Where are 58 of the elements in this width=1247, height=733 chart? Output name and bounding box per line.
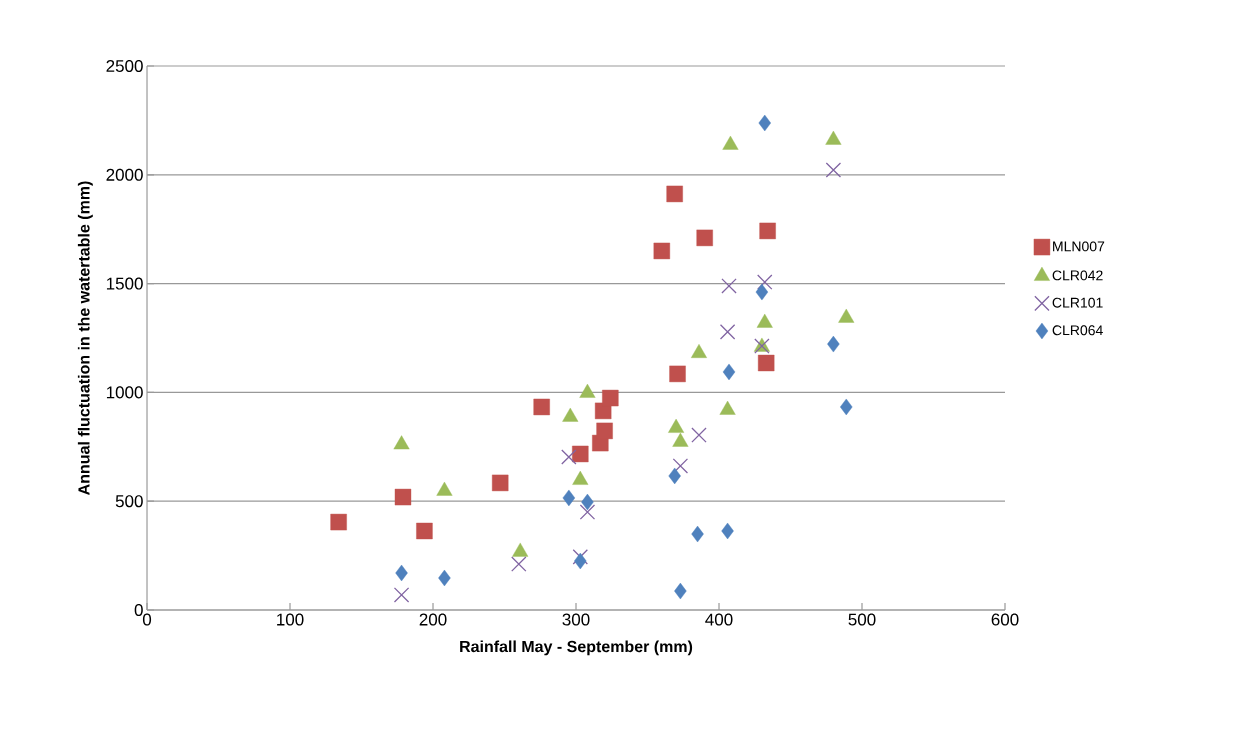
- point: [827, 335, 840, 353]
- point: [561, 449, 577, 465]
- point: [825, 162, 842, 178]
- x-tick-label: 0: [142, 613, 152, 626]
- point: [722, 363, 736, 381]
- legend-label: CLR064: [1052, 325, 1103, 336]
- point: [602, 389, 619, 407]
- legend-label: MLN007: [1053, 241, 1105, 252]
- y-tick-label: 1000: [106, 386, 143, 399]
- point: [719, 324, 736, 340]
- point: [511, 556, 527, 572]
- x-tick-label: 400: [705, 613, 733, 626]
- x-tick-label: 600: [991, 613, 1019, 626]
- x-tick-label: 200: [419, 613, 447, 626]
- point: [758, 114, 771, 132]
- y-tick-label: 500: [115, 495, 143, 508]
- point: [757, 354, 775, 372]
- point: [395, 564, 408, 582]
- point: [572, 445, 589, 463]
- point: [581, 493, 594, 511]
- point: [416, 522, 433, 540]
- y-tick-label: 2000: [106, 168, 143, 181]
- point: [696, 229, 713, 247]
- point: [666, 185, 683, 203]
- point: [721, 522, 734, 540]
- point: [759, 222, 776, 240]
- point: [668, 467, 681, 485]
- point: [669, 365, 686, 383]
- point: [533, 398, 550, 416]
- x-tick-label: 500: [848, 613, 876, 626]
- point: [691, 525, 704, 543]
- point: [579, 504, 596, 520]
- point: [674, 582, 687, 600]
- y-tick-label: 2500: [106, 59, 143, 73]
- point: [721, 278, 737, 294]
- point: [572, 549, 589, 565]
- point: [757, 274, 773, 290]
- point: [393, 587, 410, 603]
- point: [840, 398, 853, 416]
- point: [394, 488, 412, 506]
- point: [755, 283, 769, 301]
- x-tick-label: 300: [562, 613, 590, 626]
- point: [596, 422, 613, 440]
- x-axis-title: Rainfall May - September (mm): [460, 640, 693, 656]
- point: [562, 489, 576, 507]
- y-axis-title: Annual fluctuation in the watertable (mm): [77, 181, 93, 495]
- point: [330, 513, 347, 531]
- y-tick-label: 1500: [106, 277, 143, 290]
- legend-label: CLR042: [1052, 270, 1103, 281]
- point: [492, 474, 509, 492]
- point: [691, 427, 707, 443]
- point: [653, 242, 671, 260]
- point: [672, 458, 689, 474]
- x-tick-label: 100: [277, 613, 304, 626]
- y-tick-label: 0: [134, 603, 143, 617]
- point: [438, 569, 451, 587]
- legend-label: CLR101: [1052, 297, 1103, 308]
- point: [574, 552, 587, 570]
